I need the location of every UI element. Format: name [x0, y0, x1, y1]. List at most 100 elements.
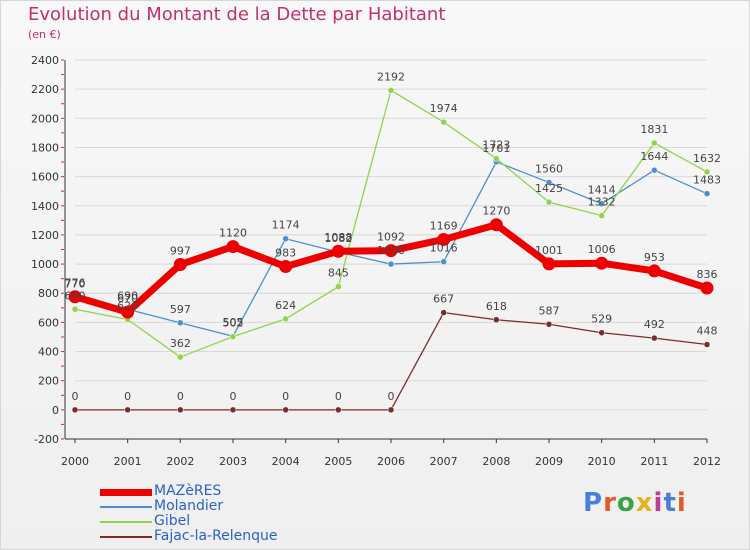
data-label: 983 — [275, 247, 296, 260]
data-label: 1088 — [324, 231, 352, 244]
y-tick-label: 0 — [52, 404, 59, 417]
data-label: 1332 — [588, 196, 616, 209]
logo-letter: i — [653, 488, 664, 518]
data-label: 0 — [282, 390, 289, 403]
data-label: 1425 — [535, 182, 563, 195]
legend-swatch — [100, 536, 152, 538]
data-point — [440, 309, 447, 316]
data-point — [703, 190, 711, 197]
data-label: 492 — [644, 318, 665, 331]
data-point — [598, 200, 605, 207]
data-label: 1169 — [430, 219, 458, 232]
data-point — [651, 139, 658, 147]
data-label: 1016 — [430, 242, 458, 255]
y-tick-label: 1800 — [31, 141, 59, 154]
data-point — [279, 260, 293, 274]
data-label: 690 — [65, 289, 86, 302]
data-point — [647, 264, 661, 278]
data-point — [545, 321, 553, 328]
data-label: 1632 — [693, 152, 721, 165]
data-point — [545, 179, 553, 186]
data-point — [331, 244, 345, 258]
data-label: 505 — [223, 316, 244, 329]
proxiti-logo: Proxiti — [583, 488, 687, 518]
data-point — [651, 166, 658, 174]
data-label: 997 — [170, 245, 191, 258]
y-tick-label: 200 — [38, 375, 59, 388]
legend-label: Gibel — [154, 513, 191, 529]
legend-swatch — [100, 521, 152, 523]
x-tick-label: 2002 — [166, 455, 194, 468]
data-label: 845 — [328, 267, 349, 280]
data-point — [545, 198, 553, 206]
data-label: 1006 — [588, 243, 616, 256]
y-tick-label: 1400 — [31, 200, 59, 213]
data-point — [71, 406, 79, 414]
data-label: 1831 — [640, 123, 668, 136]
data-point — [335, 406, 342, 414]
data-label: 0 — [177, 390, 184, 403]
data-label: 502 — [223, 317, 244, 330]
data-label: 0 — [335, 390, 342, 403]
data-point — [226, 240, 240, 254]
y-tick-label: 1600 — [31, 171, 59, 184]
x-tick-label: 2012 — [693, 455, 721, 468]
data-label: 1120 — [219, 227, 247, 240]
logo-letter: i — [676, 488, 687, 518]
logo-letter: o — [616, 488, 636, 518]
logo-letter: r — [603, 488, 617, 518]
data-label: 1000 — [377, 244, 405, 257]
data-label: 953 — [644, 251, 665, 264]
x-tick-label: 2007 — [430, 455, 458, 468]
series-line-2 — [74, 89, 708, 358]
chart-title: Evolution du Montant de la Dette par Hab… — [28, 4, 446, 25]
data-point — [177, 319, 184, 327]
data-label: 1092 — [377, 231, 405, 244]
data-label: 1644 — [640, 150, 668, 163]
data-label: 1001 — [535, 244, 563, 257]
x-tick-label: 2001 — [114, 455, 142, 468]
data-label: 1174 — [272, 219, 300, 232]
y-tick-label: 800 — [38, 287, 59, 300]
data-label: 667 — [433, 293, 454, 306]
legend-swatch — [100, 488, 152, 496]
data-point — [387, 406, 395, 414]
y-tick-label: -200 — [34, 433, 59, 446]
chart-subtitle: (en €) — [28, 28, 61, 41]
y-tick-label: 1200 — [31, 229, 59, 242]
data-label: 587 — [539, 304, 560, 317]
x-tick-label: 2000 — [61, 455, 89, 468]
data-label: 0 — [124, 390, 131, 403]
y-tick-label: 400 — [38, 346, 59, 359]
y-tick-label: 2000 — [31, 112, 59, 125]
logo-letter: t — [663, 488, 677, 518]
data-point — [493, 316, 500, 324]
data-point — [598, 212, 605, 219]
data-label: 618 — [486, 300, 507, 313]
data-label: 0 — [230, 390, 237, 403]
data-label: 1974 — [430, 102, 458, 115]
data-point — [595, 256, 609, 270]
logo-letter: P — [583, 488, 604, 518]
data-label: 362 — [170, 337, 191, 350]
data-point — [121, 305, 135, 319]
data-point — [440, 118, 447, 126]
data-point — [282, 315, 289, 323]
data-point — [68, 290, 82, 304]
data-label: 0 — [72, 390, 79, 403]
data-point — [177, 406, 184, 414]
data-point — [229, 406, 237, 414]
y-tick-label: 2200 — [31, 83, 59, 96]
data-label: 624 — [275, 299, 296, 312]
data-point — [71, 306, 79, 313]
data-point — [384, 244, 398, 258]
data-label: 770 — [65, 278, 86, 291]
data-label: 1414 — [588, 184, 616, 197]
x-tick-label: 2006 — [377, 455, 405, 468]
data-point — [177, 353, 184, 361]
data-label: 776 — [65, 277, 86, 290]
data-point — [703, 341, 711, 348]
data-label: 597 — [170, 303, 191, 316]
